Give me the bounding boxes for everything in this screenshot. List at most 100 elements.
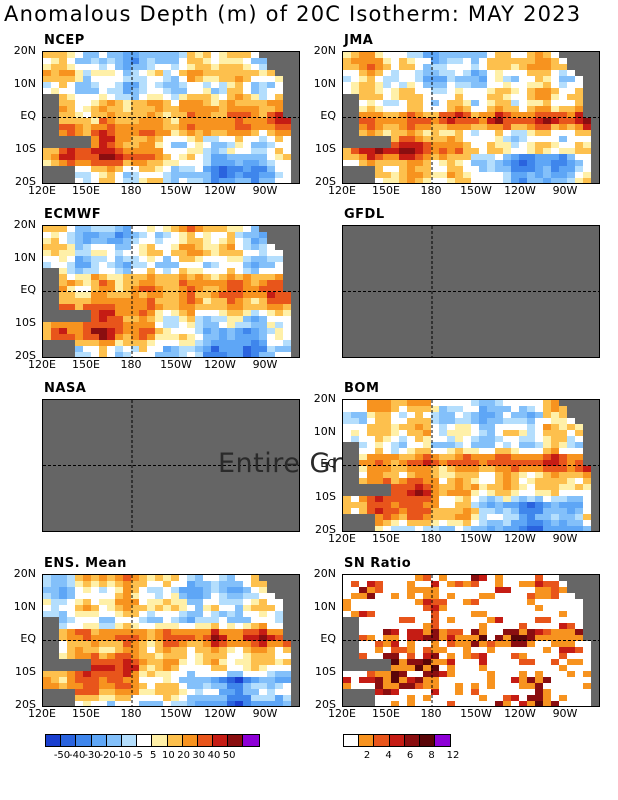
lon-tick-label: 90W <box>252 184 278 197</box>
colorbar-label: 30 <box>192 750 206 761</box>
panel-title: SN Ratio <box>344 556 412 571</box>
colorbar-swatch <box>106 735 122 746</box>
colorbar-label: 8 <box>428 750 435 761</box>
lon-tick-label: 150E <box>72 184 100 197</box>
panel-ecmwf: ECMWF 20N 10N EQ 10S 20S 120E 150E 180 150W 120W 90… <box>0 207 300 392</box>
lat-tick-label: 10N <box>13 251 36 264</box>
lon-tick-label: 180 <box>420 707 442 720</box>
lon-tick-label: 120E <box>328 532 356 545</box>
lon-tick-label: 150E <box>72 358 100 371</box>
panel-title: NASA <box>44 381 87 396</box>
map-field <box>343 226 599 357</box>
lon-tick-label: 120W <box>204 358 236 371</box>
lat-tick-label: EQ <box>20 283 36 296</box>
lon-tick-label: 120W <box>204 707 236 720</box>
colorbar-swatch <box>213 735 229 746</box>
lon-tick-label: 150E <box>372 707 400 720</box>
map-plot <box>342 225 600 358</box>
lon-tick-label: 120W <box>504 532 536 545</box>
lat-tick-label: 10S <box>15 142 36 155</box>
lat-tick-label: 10S <box>315 490 336 503</box>
colorbar-label: -20 <box>99 750 116 761</box>
lon-tick-label: 150W <box>460 184 492 197</box>
panel-gfdl: GFDL <box>300 207 600 392</box>
panel-title: GFDL <box>344 207 385 222</box>
lat-tick-label: EQ <box>320 457 336 470</box>
lon-tick-label: 150E <box>372 184 400 197</box>
lon-tick-label: 120W <box>504 707 536 720</box>
lat-tick-label: 10N <box>13 77 36 90</box>
lat-tick-label: 20S <box>15 175 36 188</box>
lon-tick-label: 120W <box>504 184 536 197</box>
lon-tick-label: 90W <box>252 358 278 371</box>
lon-tick-label: 120W <box>204 184 236 197</box>
lon-tick-label: 90W <box>552 184 578 197</box>
lat-tick-label: 10S <box>315 665 336 678</box>
map-field <box>43 575 299 706</box>
map-field <box>343 52 599 183</box>
lat-tick-label: 20S <box>15 698 36 711</box>
colorbar-swatch <box>243 735 259 746</box>
colorbar-label: 20 <box>177 750 190 761</box>
lon-tick-label: 150W <box>460 707 492 720</box>
lat-tick-label: 20S <box>315 523 336 536</box>
panel-title: NCEP <box>44 33 85 48</box>
lat-tick-label: 10S <box>15 665 36 678</box>
colorbar-swatch <box>76 735 92 746</box>
colorbar-swatch <box>197 735 214 746</box>
colorbar-swatches <box>343 734 452 747</box>
map-plot <box>342 574 600 707</box>
lon-tick-label: 180 <box>120 358 142 371</box>
panel-title: ENS. Mean <box>44 556 127 571</box>
overlay-text: Entire Gr <box>218 448 343 479</box>
panel-ncep: NCEP 20N 10N EQ 10S 20S 120E 150E 180 150W 120W 90W <box>0 33 300 218</box>
colorbar-swatch <box>419 735 436 746</box>
lon-tick-label: 150W <box>160 358 192 371</box>
lat-tick-label: 20N <box>13 218 36 231</box>
panel-title: BOM <box>344 381 380 396</box>
colorbar-swatch <box>374 735 390 746</box>
lon-tick-label: 120E <box>328 184 356 197</box>
lat-tick-label: 20S <box>315 175 336 188</box>
panel-sn-ratio: SN Ratio 20N 10N EQ 10S 20S 120E 150E 180 150W 120… <box>300 556 600 741</box>
lon-tick-label: 180 <box>120 184 142 197</box>
colorbar-swatch <box>389 735 405 746</box>
lat-tick-label: 10S <box>15 316 36 329</box>
lat-tick-label: EQ <box>320 109 336 122</box>
colorbar-swatch <box>152 735 168 746</box>
colorbar-label: -10 <box>114 750 131 761</box>
panel-nasa: NASA <box>0 381 300 566</box>
lat-tick-label: 20N <box>313 567 336 580</box>
colorbar-swatch <box>404 735 420 746</box>
lat-tick-label: 20N <box>13 567 36 580</box>
map-plot <box>342 51 600 184</box>
colorbar-swatch <box>182 735 198 746</box>
map-field <box>43 52 299 183</box>
colorbar-swatch <box>91 735 107 746</box>
lat-tick-label: 10S <box>315 142 336 155</box>
lon-tick-label: 90W <box>252 707 278 720</box>
lon-tick-label: 150W <box>460 532 492 545</box>
lat-tick-label: EQ <box>20 632 36 645</box>
colorbar-swatch <box>228 735 244 746</box>
colorbar-label: 5 <box>150 750 157 761</box>
lat-tick-label: EQ <box>20 109 36 122</box>
map-plot <box>42 51 300 184</box>
lon-tick-label: 150W <box>160 707 192 720</box>
lon-tick-label: 120E <box>28 358 56 371</box>
lat-tick-label: 20S <box>315 698 336 711</box>
colorbar-label: -5 <box>133 750 143 761</box>
lat-tick-label: 20N <box>13 44 36 57</box>
lat-tick-label: 10N <box>313 425 336 438</box>
lon-tick-label: 150E <box>372 532 400 545</box>
colorbar-label: -30 <box>84 750 101 761</box>
map-field <box>343 400 599 531</box>
colorbar-swatch <box>137 735 153 746</box>
colorbar-swatch <box>167 735 183 746</box>
panel-title: ECMWF <box>44 207 102 222</box>
lat-tick-label: 10N <box>313 600 336 613</box>
lon-tick-label: 90W <box>552 707 578 720</box>
colorbar-swatch <box>61 735 77 746</box>
colorbar-label: 2 <box>363 750 371 761</box>
lon-tick-label: 120E <box>328 707 356 720</box>
